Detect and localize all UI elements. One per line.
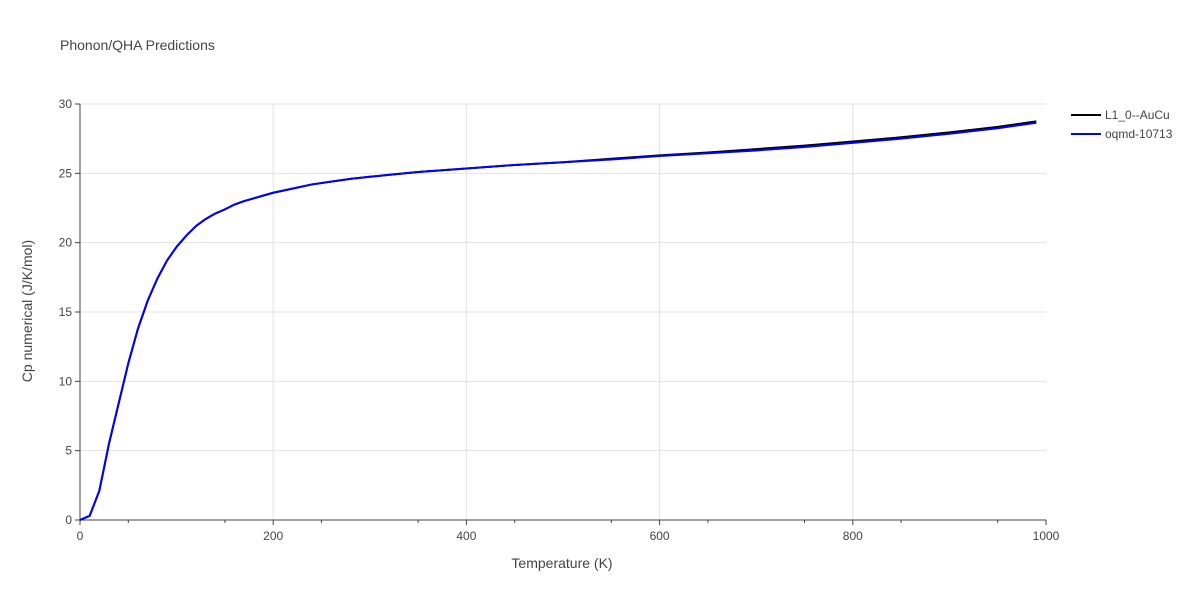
x-tick-label: 200 <box>263 529 283 543</box>
y-tick-label: 30 <box>59 97 73 111</box>
series-line-1[interactable] <box>79 121 1037 521</box>
y-tick-label: 25 <box>59 166 73 180</box>
x-axis-title: Temperature (K) <box>511 555 612 571</box>
chart-title: Phonon/QHA Predictions <box>60 37 215 53</box>
y-tick-label: 15 <box>59 305 73 319</box>
y-tick-label: 20 <box>59 236 73 250</box>
legend[interactable]: L1_0--AuCu oqmd-10713 <box>1071 108 1173 141</box>
y-tick-label: 5 <box>65 444 72 458</box>
plot-area[interactable] <box>79 120 1037 521</box>
x-tick-label: 800 <box>843 529 863 543</box>
x-tick-label: 1000 <box>1033 529 1060 543</box>
grid-lines <box>80 103 1046 520</box>
axes: 0 5 10 15 20 25 30 0 200 400 600 800 1000 <box>59 97 1060 543</box>
y-axis-title: Cp numerical (J/K/mol) <box>19 240 35 382</box>
y-tick-label: 0 <box>65 513 72 527</box>
x-tick-label: 600 <box>650 529 670 543</box>
series-line-0[interactable] <box>79 120 1037 521</box>
legend-label[interactable]: L1_0--AuCu <box>1105 108 1170 122</box>
legend-label[interactable]: oqmd-10713 <box>1105 127 1173 141</box>
x-tick-label: 0 <box>77 529 84 543</box>
y-tick-label: 10 <box>59 374 73 388</box>
x-tick-label: 400 <box>456 529 476 543</box>
